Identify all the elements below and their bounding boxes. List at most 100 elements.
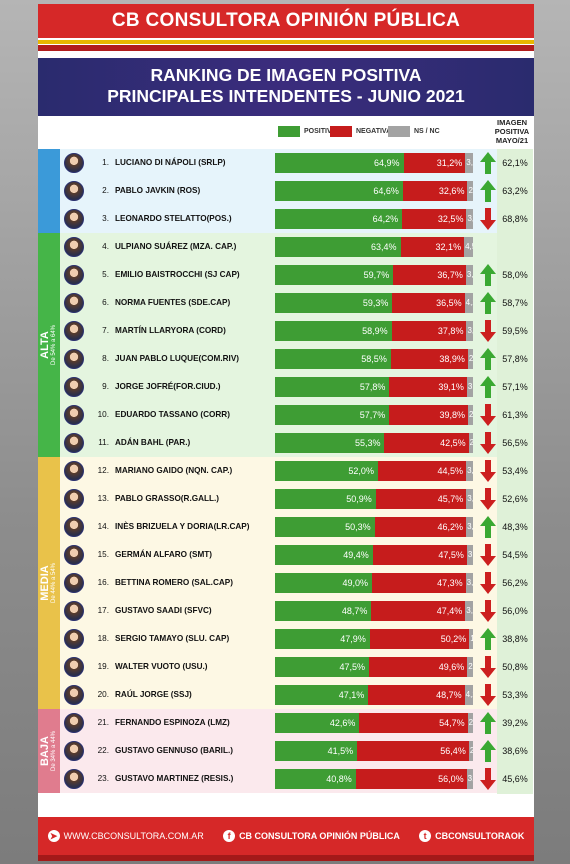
table-row: 11. ADÁN BAHL (PAR.) 55,3%42,5%2,2 56,5% bbox=[38, 430, 534, 456]
stacked-bar: 57,8%39,1%3,1 bbox=[275, 377, 473, 397]
stacked-bar: 48,7%47,4%3,9 bbox=[275, 601, 473, 621]
arrow-up-icon bbox=[480, 348, 496, 370]
table-row: 18. SERGIO TAMAYO (SLU. CAP) 47,9%50,2%1,9… bbox=[38, 626, 534, 652]
avatar bbox=[64, 265, 84, 285]
intendente-name: 17. GUSTAVO SAADI (SFVC) bbox=[93, 598, 212, 624]
mayo-value: 57,1% bbox=[502, 382, 528, 392]
bar-ns: 4,5 bbox=[464, 237, 473, 257]
intendente-name: 5. EMILIO BAISTROCCHI (SJ CAP) bbox=[93, 262, 239, 288]
stacked-bar: 57,7%39,8%2,5 bbox=[275, 405, 473, 425]
rank-number: 6. bbox=[102, 298, 109, 307]
stacked-bar: 64,2%32,5%3,3 bbox=[275, 209, 473, 229]
footer: ➤ WWW.CBCONSULTORA.COM.AR f CB CONSULTOR… bbox=[38, 817, 534, 855]
bar-positiva: 49,0% bbox=[275, 573, 373, 593]
bar-negativa: 44,5% bbox=[377, 461, 467, 481]
intendente-name: 15. GERMÁN ALFARO (SMT) bbox=[93, 542, 212, 568]
arrow-up-icon bbox=[480, 516, 496, 538]
mayo-value: 61,3% bbox=[502, 410, 528, 420]
stacked-bar: 64,6%32,6%2,8 bbox=[275, 181, 473, 201]
mayo-value: 58,7% bbox=[502, 298, 528, 308]
arrow-down-icon bbox=[480, 208, 496, 230]
footer-twitter[interactable]: t CBCONSULTORAOK bbox=[419, 830, 524, 842]
intendente-name: 11. ADÁN BAHL (PAR.) bbox=[93, 430, 190, 456]
bar-ns: 3,3 bbox=[466, 209, 473, 229]
name-label: PABLO GRASSO(R.GALL.) bbox=[115, 494, 220, 503]
stacked-bar: 55,3%42,5%2,2 bbox=[275, 433, 473, 453]
bar-ns: 1,9 bbox=[469, 629, 473, 649]
avatar bbox=[64, 545, 84, 565]
avatar bbox=[64, 153, 84, 173]
mayo-value: 58,0% bbox=[502, 270, 528, 280]
avatar bbox=[64, 657, 84, 677]
name-label: EDUARDO TASSANO (CORR) bbox=[115, 410, 230, 419]
intendente-name: 8. JUAN PABLO LUQUE(COM.RIV) bbox=[93, 346, 239, 372]
intendente-name: 23. GUSTAVO MARTINEZ (RESIS.) bbox=[93, 766, 234, 792]
avatar bbox=[64, 377, 84, 397]
table-row: 16. BETTINA ROMERO (SAL.CAP) 49,0%47,3%3,7… bbox=[38, 570, 534, 596]
table-row: 1.LUCIANO DI NÁPOLI (SRLP)64,9%31,2%3,96… bbox=[38, 150, 534, 176]
avatar bbox=[64, 461, 84, 481]
mayo-value: 54,5% bbox=[502, 550, 528, 560]
footer-facebook-label: CB CONSULTORA OPINIÓN PÚBLICA bbox=[239, 831, 400, 841]
avatar bbox=[64, 293, 84, 313]
bar-ns: 2,5 bbox=[468, 405, 473, 425]
mayo-column bbox=[497, 149, 533, 794]
stacked-bar: 49,4%47,5%3,1 bbox=[275, 545, 473, 565]
name-label: JORGE JOFRÉ(FOR.CIUD.) bbox=[115, 382, 221, 391]
header-divider bbox=[38, 40, 534, 44]
bar-ns: 3,1 bbox=[466, 545, 473, 565]
bar-ns: 3,7 bbox=[465, 573, 473, 593]
bar-negativa: 38,9% bbox=[390, 349, 468, 369]
mayo-value: 45,6% bbox=[502, 774, 528, 784]
rank-number: 12. bbox=[97, 466, 109, 475]
bar-negativa: 56,4% bbox=[357, 741, 469, 761]
bar-ns: 4,2 bbox=[464, 685, 473, 705]
bar-negativa: 42,5% bbox=[384, 433, 469, 453]
arrow-up-icon bbox=[480, 180, 496, 202]
intendente-name: 19. WALTER VUOTO (USU.) bbox=[93, 654, 208, 680]
bar-ns: 2,6 bbox=[467, 349, 473, 369]
stacked-bar: 41,5%56,4%2,1 bbox=[275, 741, 473, 761]
arrow-up-icon bbox=[480, 712, 496, 734]
bar-ns: 3,3 bbox=[466, 321, 473, 341]
bar-ns: 3,6 bbox=[465, 265, 473, 285]
name-label: ADÁN BAHL (PAR.) bbox=[115, 438, 191, 447]
arrow-down-icon bbox=[480, 768, 496, 790]
mayo-value: 57,8% bbox=[502, 354, 528, 364]
name-label: MARIANO GAIDO (NQN. CAP.) bbox=[115, 466, 233, 475]
legend-negativa: NEGATIVA bbox=[330, 124, 391, 138]
stacked-bar: 52,0%44,5%3,5 bbox=[275, 461, 473, 481]
avatar bbox=[64, 517, 84, 537]
bar-negativa: 31,2% bbox=[403, 153, 466, 173]
title-line-1: RANKING DE IMAGEN POSITIVA bbox=[150, 65, 422, 85]
rank-number: 19. bbox=[97, 662, 109, 671]
table-row: 17. GUSTAVO SAADI (SFVC) 48,7%47,4%3,9 56,0… bbox=[38, 598, 534, 624]
name-label: GUSTAVO MARTINEZ (RESIS.) bbox=[115, 774, 234, 783]
bar-ns: 3,2 bbox=[466, 769, 473, 789]
name-label: ULPIANO SUÁREZ (MZA. CAP.) bbox=[115, 242, 237, 251]
mayo-header-line-2: POSITIVA bbox=[494, 127, 530, 136]
intendente-name: 16. BETTINA ROMERO (SAL.CAP) bbox=[93, 570, 233, 596]
table-row: 2. PABLO JAVKIN (ROS) 64,6%32,6%2,8 63,2% bbox=[38, 178, 534, 204]
arrow-up-icon bbox=[480, 628, 496, 650]
avatar bbox=[64, 433, 84, 453]
bar-ns: 2,2 bbox=[468, 433, 473, 453]
bar-negativa: 48,7% bbox=[368, 685, 465, 705]
footer-facebook[interactable]: f CB CONSULTORA OPINIÓN PÚBLICA bbox=[223, 830, 400, 842]
arrow-up-icon bbox=[480, 152, 496, 174]
arrow-up-icon bbox=[480, 264, 496, 286]
avatar bbox=[64, 321, 84, 341]
legend-label-positiva: POSITIVA bbox=[304, 127, 337, 135]
intendente-name: 9. JORGE JOFRÉ(FOR.CIUD.) bbox=[93, 374, 221, 400]
bar-negativa: 32,5% bbox=[402, 209, 467, 229]
mayo-value: 53,4% bbox=[502, 466, 528, 476]
name-label: FERNANDO ESPINOZA (LMZ) bbox=[115, 718, 230, 727]
name-label: BETTINA ROMERO (SAL.CAP) bbox=[115, 578, 233, 587]
table-row: 6. NORMA FUENTES (SDE.CAP) 59,3%36,5%4,2 58… bbox=[38, 290, 534, 316]
footer-web[interactable]: ➤ WWW.CBCONSULTORA.COM.AR bbox=[47, 830, 204, 842]
stacked-bar: 50,3%46,2%3,5 bbox=[275, 517, 473, 537]
arrow-down-icon bbox=[480, 404, 496, 426]
rank-number: 7. bbox=[102, 326, 109, 335]
bar-negativa: 39,1% bbox=[389, 377, 467, 397]
table-row: 9.JORGE JOFRÉ(FOR.CIUD.) 57,8%39,1%3,1 57,… bbox=[38, 374, 534, 400]
